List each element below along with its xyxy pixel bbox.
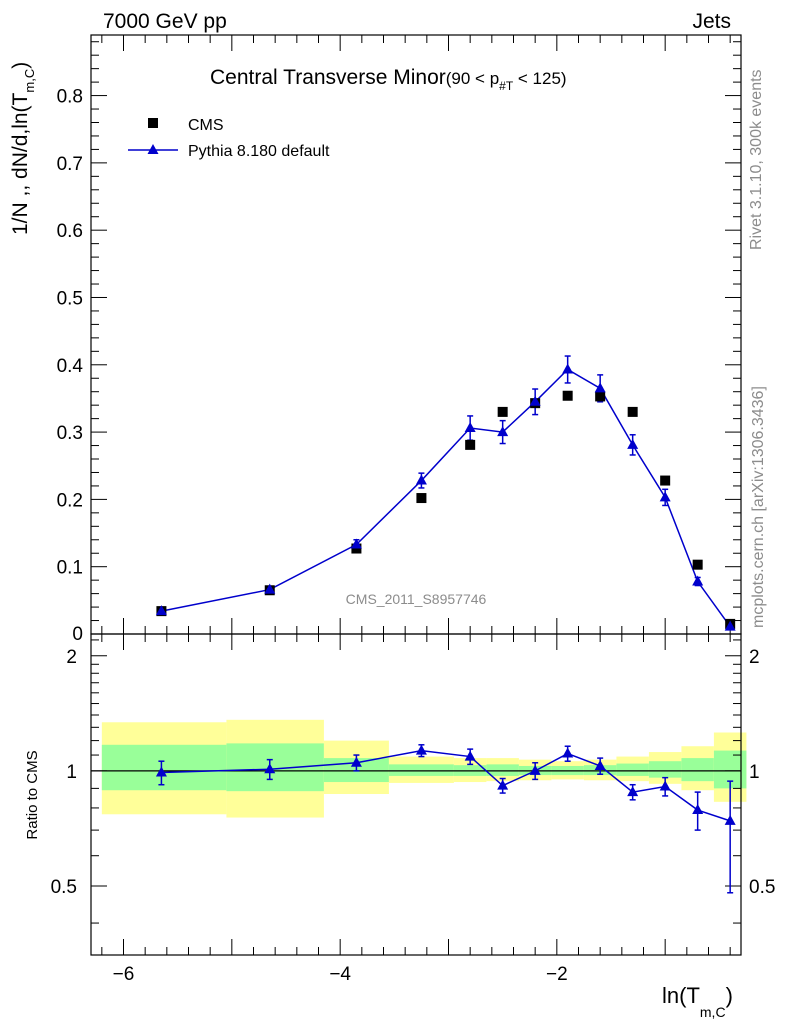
ratio-band-green xyxy=(648,761,682,778)
ratio-plot-frame xyxy=(90,633,742,956)
pythia-data-point xyxy=(692,575,704,586)
ratio-pythia-point xyxy=(659,780,671,791)
chart-title-range-close: < 125) xyxy=(513,69,566,88)
cms-data-point xyxy=(562,390,573,401)
header-right: Jets xyxy=(692,10,731,33)
cms-data-point xyxy=(416,493,427,504)
cms-data-point xyxy=(497,406,508,417)
header-left: 7000 GeV pp xyxy=(103,10,227,33)
pythia-data-point xyxy=(264,583,276,594)
ratio-pythia-point xyxy=(594,759,606,770)
main-y-tick-label: 0.1 xyxy=(57,558,83,579)
ratio-pythia-point xyxy=(497,779,509,790)
main-y-axis-label-sub: m,C xyxy=(22,69,37,93)
pythia-data-point xyxy=(415,474,427,485)
ratio-y-tick-label: 2 xyxy=(66,647,77,668)
legend-pythia-label: Pythia 8.180 default xyxy=(188,143,330,160)
cms-data-point xyxy=(351,543,362,554)
pythia-data-point xyxy=(464,422,476,433)
main-y-axis-label: 1/N ,, dN/d,ln(Tm,C) xyxy=(9,62,37,235)
x-tick-label: −4 xyxy=(329,964,351,985)
legend-cms-label: CMS xyxy=(188,117,224,134)
pythia-data-point xyxy=(497,426,509,437)
ratio-pythia-point xyxy=(415,744,427,755)
chart-title: Central Transverse Minor(90 < p#T < 125) xyxy=(210,66,567,93)
ratio-pythia-point xyxy=(155,766,167,777)
ratio-pythia-point xyxy=(529,764,541,775)
cms-data-point xyxy=(660,475,671,486)
ratio-pythia-point xyxy=(562,747,574,758)
main-y-tick-label: 0.5 xyxy=(57,288,83,309)
pythia-data-point xyxy=(155,605,167,616)
main-y-axis-label-main: 1/N ,, dN/d,ln(T xyxy=(9,92,32,235)
ratio-y-tick-label-right: 0.5 xyxy=(749,877,775,898)
pythia-data-point xyxy=(627,438,639,449)
x-axis-label-close: ) xyxy=(726,983,733,1008)
main-y-tick-label: 0.6 xyxy=(57,221,83,242)
pythia-data-point xyxy=(594,382,606,393)
pythia-line xyxy=(161,368,731,628)
ratio-pythia-point xyxy=(350,756,362,767)
legend-pythia-marker xyxy=(147,144,159,154)
ratio-band-green xyxy=(681,758,714,782)
ratio-band-green xyxy=(101,744,227,791)
main-y-axis-label-close: ) xyxy=(9,62,32,69)
pythia-data-point xyxy=(350,538,362,549)
pythia-data-point xyxy=(724,620,736,631)
main-y-tick-label: 0.4 xyxy=(57,356,84,377)
chart-title-main: Central Transverse Minor xyxy=(210,66,446,89)
main-y-tick-label: 0.8 xyxy=(57,87,83,108)
chart-dynamic-content: 0.1 0.2 0.3 0.4 0.5 0.6 0.7 0.8 0 −6 −4 −2 0.5 0.5 1 1 2… xyxy=(51,34,775,985)
pythia-data-point xyxy=(659,491,671,502)
ratio-band-green xyxy=(226,743,324,792)
x-axis-label-sub: m,C xyxy=(700,1004,726,1020)
chart-title-range-sub: #T xyxy=(499,79,514,93)
main-y-tick-label: 0.2 xyxy=(57,490,83,511)
x-tick-label: −6 xyxy=(113,964,135,985)
ratio-y-tick-label-right: 2 xyxy=(749,647,760,668)
ratio-band-green xyxy=(388,764,454,776)
cms-data-point xyxy=(627,406,638,417)
pythia-data-point xyxy=(562,363,574,374)
x-axis-label: ln(Tm,C) xyxy=(662,983,733,1020)
ratio-y-tick-label: 1 xyxy=(66,762,77,783)
ratio-pythia-point xyxy=(724,814,736,825)
ratio-y-tick-label: 0.5 xyxy=(51,877,77,898)
cms-data-point xyxy=(595,391,606,402)
ratio-pythia-point xyxy=(264,763,276,774)
chart-title-range-open: (90 < p xyxy=(446,69,499,88)
ratio-pythia-point xyxy=(464,750,476,761)
ratio-pythia-point xyxy=(627,786,639,797)
ratio-pythia-point xyxy=(692,804,704,815)
x-axis-label-main: ln(T xyxy=(662,983,700,1008)
side-text-bottom: mcplots.cern.ch [arXiv:1306.3436] xyxy=(750,386,767,628)
main-y-tick-label: 0.3 xyxy=(57,423,83,444)
main-y-tick-label: 0.7 xyxy=(57,154,83,175)
ratio-y-axis-label: Ratio to CMS xyxy=(24,750,41,839)
ratio-band-green xyxy=(486,764,519,776)
ratio-band-green xyxy=(616,763,649,776)
cms-data-point xyxy=(692,559,703,570)
x-tick-label: −2 xyxy=(546,964,568,985)
cms-data-point xyxy=(465,439,476,450)
analysis-watermark: CMS_2011_S8957746 xyxy=(346,591,487,607)
legend: CMS Pythia 8.180 default xyxy=(128,117,330,160)
pythia-data-point xyxy=(529,395,541,406)
main-y-tick-label: 0 xyxy=(72,624,83,645)
legend-cms-marker xyxy=(148,118,158,128)
ratio-y-tick-label-right: 1 xyxy=(749,762,760,783)
side-text-top: Rivet 3.1.10, 300k events xyxy=(748,69,765,250)
